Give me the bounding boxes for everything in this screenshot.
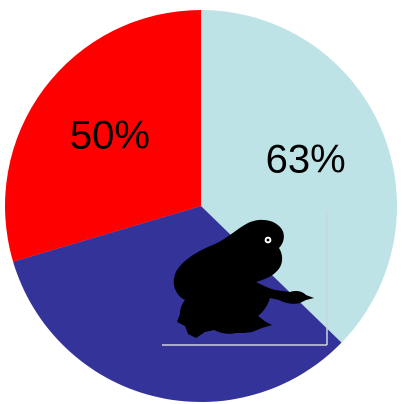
- pie-slice-2: [13, 206, 342, 402]
- frog-icon: [162, 210, 328, 346]
- pie-slice-1: [201, 10, 397, 343]
- pie-slices: [5, 10, 397, 402]
- pie-labels: 63% 50%: [70, 114, 346, 182]
- pie-slice-3: [5, 10, 202, 262]
- pie-slice-label-1: 63%: [266, 137, 346, 181]
- pie-slice-label-3: 50%: [70, 114, 150, 158]
